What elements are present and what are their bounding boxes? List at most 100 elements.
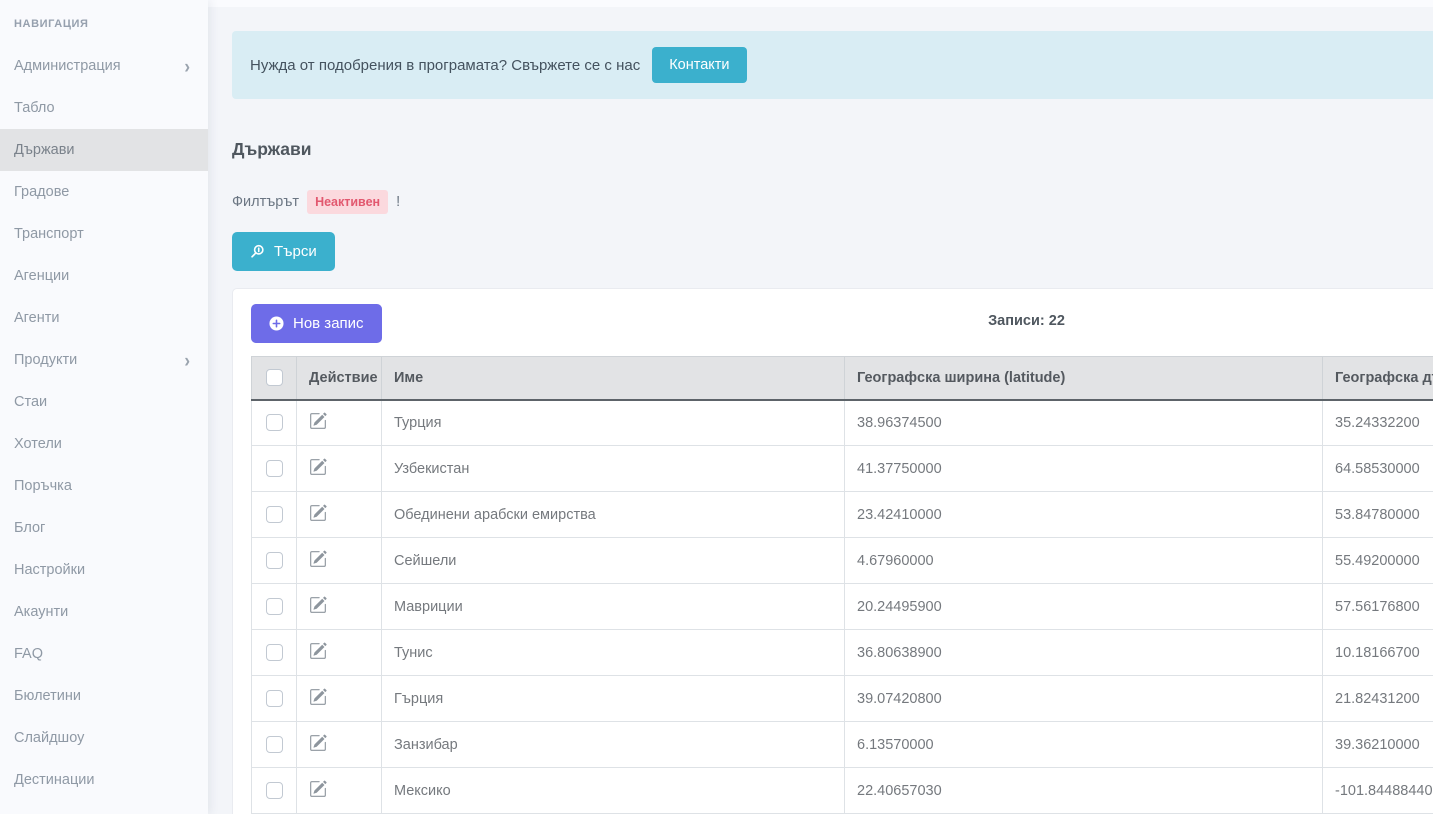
- cell-name: Занзибар: [381, 721, 845, 768]
- plus-circle-icon: [269, 316, 284, 331]
- search-icon: [250, 244, 265, 259]
- sidebar-item-newsletters[interactable]: Бюлетини: [0, 675, 208, 717]
- cell-select: [251, 721, 297, 768]
- cell-latitude: 22.40657030: [844, 767, 1323, 814]
- sidebar-item-countries[interactable]: Държави: [0, 129, 208, 171]
- top-strip: [208, 0, 1433, 7]
- edit-icon[interactable]: [309, 780, 327, 798]
- sidebar-item-label: Администрация: [14, 58, 121, 74]
- chevron-right-icon: ›: [184, 349, 190, 371]
- cell-longitude: 10.18166700: [1322, 629, 1433, 676]
- cell-action: [296, 721, 382, 768]
- sidebar-item-dashboard[interactable]: Табло: [0, 87, 208, 129]
- sidebar-item-destinations[interactable]: Дестинации: [0, 759, 208, 801]
- contacts-button-label: Контакти: [669, 57, 730, 73]
- edit-icon[interactable]: [309, 412, 327, 430]
- sidebar-item-rooms[interactable]: Стаи: [0, 381, 208, 423]
- cell-longitude: 53.84780000: [1322, 491, 1433, 538]
- column-header-select: [251, 356, 297, 401]
- cell-name: Обединени арабски емирства: [381, 491, 845, 538]
- row-checkbox[interactable]: [265, 598, 283, 615]
- edit-icon[interactable]: [309, 458, 327, 476]
- cell-longitude: 55.49200000: [1322, 537, 1433, 584]
- cell-action: [296, 399, 382, 446]
- cell-name: Гърция: [381, 675, 845, 722]
- sidebar-item-products[interactable]: Продукти ›: [0, 339, 208, 381]
- sidebar-item-label: Бюлетини: [14, 688, 81, 704]
- contacts-button[interactable]: Контакти: [652, 47, 747, 83]
- cell-longitude: 35.24332200: [1322, 399, 1433, 446]
- sidebar-item-hotels[interactable]: Хотели: [0, 423, 208, 465]
- edit-icon[interactable]: [309, 688, 327, 706]
- new-record-button[interactable]: Нов запис: [251, 304, 382, 343]
- sidebar-item-settings[interactable]: Настройки: [0, 549, 208, 591]
- table-card: Нов запис Записи: 22 Действие Име Геогра…: [232, 288, 1433, 814]
- search-button[interactable]: Търси: [232, 232, 335, 271]
- cell-select: [251, 767, 297, 814]
- nav-section-label: НАВИГАЦИЯ: [14, 18, 89, 30]
- sidebar-item-label: Държави: [14, 142, 75, 158]
- column-header-action: Действие: [296, 356, 382, 401]
- row-checkbox[interactable]: [265, 644, 283, 661]
- cell-latitude: 23.42410000: [844, 491, 1323, 538]
- edit-icon[interactable]: [309, 642, 327, 660]
- table-header-row: Действие Име Географска ширина (latitude…: [251, 356, 1433, 401]
- sidebar-item-label: Настройки: [14, 562, 86, 578]
- row-checkbox[interactable]: [265, 782, 283, 799]
- row-checkbox[interactable]: [265, 506, 283, 523]
- sidebar-item-cities[interactable]: Градове: [0, 171, 208, 213]
- cell-action: [296, 537, 382, 584]
- table-row: Занзибар 6.13570000 39.36210000: [251, 721, 1433, 768]
- select-all-checkbox[interactable]: [265, 369, 283, 387]
- countries-table: Действие Име Географска ширина (latitude…: [251, 356, 1433, 814]
- cell-latitude: 20.24495900: [844, 583, 1323, 630]
- column-header-longitude: Географска дължина (longitude): [1322, 356, 1433, 401]
- column-header-name: Име: [381, 356, 845, 401]
- cell-action: [296, 675, 382, 722]
- table-row: Тунис 36.80638900 10.18166700: [251, 629, 1433, 676]
- cell-latitude: 4.67960000: [844, 537, 1323, 584]
- sidebar-item-agencies[interactable]: Агенции: [0, 255, 208, 297]
- cell-longitude: 21.82431200: [1322, 675, 1433, 722]
- cell-latitude: 39.07420800: [844, 675, 1323, 722]
- cell-latitude: 41.37750000: [844, 445, 1323, 492]
- sidebar-item-blog[interactable]: Блог: [0, 507, 208, 549]
- chevron-right-icon: ›: [184, 55, 190, 77]
- sidebar-item-administration[interactable]: Администрация ›: [0, 45, 208, 87]
- sidebar-item-transport[interactable]: Транспорт: [0, 213, 208, 255]
- sidebar-item-slideshow[interactable]: Слайдшоу: [0, 717, 208, 759]
- edit-icon[interactable]: [309, 734, 327, 752]
- sidebar-item-accounts[interactable]: Акаунти: [0, 591, 208, 633]
- cell-select: [251, 537, 297, 584]
- filter-status-line: Филтърът Неактивен !: [232, 190, 1433, 214]
- row-checkbox[interactable]: [265, 690, 283, 707]
- cell-name: Турция: [381, 399, 845, 446]
- cell-select: [251, 399, 297, 446]
- sidebar-item-faq[interactable]: FAQ: [0, 633, 208, 675]
- sidebar-item-agents[interactable]: Агенти: [0, 297, 208, 339]
- new-record-button-label: Нов запис: [293, 315, 364, 332]
- row-checkbox[interactable]: [265, 460, 283, 477]
- sidebar: НАВИГАЦИЯ Администрация › Табло Държави …: [0, 0, 208, 814]
- sidebar-item-order[interactable]: Поръчка: [0, 465, 208, 507]
- filter-suffix: !: [396, 194, 401, 210]
- sidebar-item-label: Табло: [14, 100, 55, 116]
- cell-latitude: 6.13570000: [844, 721, 1323, 768]
- edit-icon[interactable]: [309, 596, 327, 614]
- cell-select: [251, 491, 297, 538]
- cell-action: [296, 629, 382, 676]
- info-banner: Нужда от подобрения в програмата? Свърже…: [232, 31, 1433, 99]
- column-header-latitude: Географска ширина (latitude): [844, 356, 1323, 401]
- table-row: Узбекистан 41.37750000 64.58530000: [251, 445, 1433, 492]
- sidebar-item-label: Градове: [14, 184, 70, 200]
- page-title: Държави: [232, 139, 312, 159]
- row-checkbox[interactable]: [265, 736, 283, 753]
- cell-latitude: 36.80638900: [844, 629, 1323, 676]
- row-checkbox[interactable]: [265, 552, 283, 569]
- edit-icon[interactable]: [309, 550, 327, 568]
- row-checkbox[interactable]: [265, 414, 283, 432]
- cell-name: Мавриции: [381, 583, 845, 630]
- edit-icon[interactable]: [309, 504, 327, 522]
- sidebar-item-label: Акаунти: [14, 604, 69, 620]
